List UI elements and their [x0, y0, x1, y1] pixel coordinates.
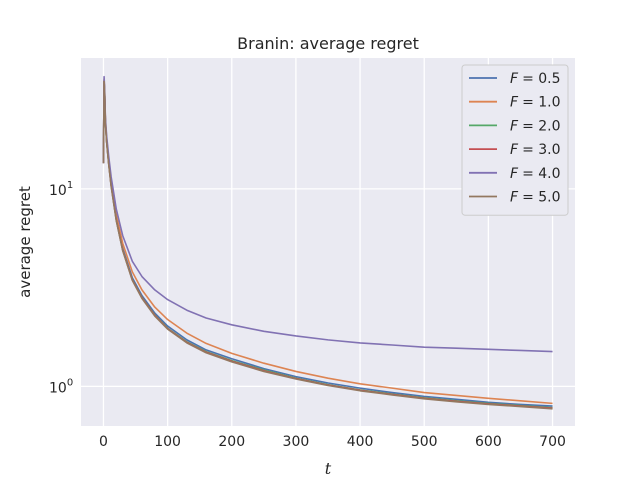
x-tick-label: 200	[218, 434, 245, 450]
y-tick-exponent: 0	[67, 377, 73, 388]
legend-label: F = 2.0	[510, 118, 561, 134]
legend-value: = 5.0	[522, 190, 560, 206]
legend-label: F = 3.0	[510, 142, 561, 158]
y-tick-base: 10	[49, 380, 67, 396]
x-tick-label: 600	[475, 434, 502, 450]
series-lines	[102, 75, 553, 410]
legend-variable: F	[510, 71, 519, 87]
x-tick-labels: 0 100 200 300 400 500 600 700	[99, 434, 566, 450]
legend-label: F = 4.0	[510, 166, 561, 182]
y-tick-exponent: 1	[67, 180, 73, 191]
legend-variable: F	[510, 142, 519, 158]
legend-value: = 4.0	[522, 166, 560, 182]
legend-value: = 1.0	[522, 95, 560, 111]
legend-variable: F	[510, 166, 519, 182]
legend-value: = 2.0	[522, 118, 560, 134]
y-tick-label: 101	[49, 180, 73, 199]
legend-value: = 0.5	[522, 71, 560, 87]
y-tick-base: 10	[49, 183, 67, 199]
y-axis-label: average regret	[16, 186, 34, 298]
x-tick-label: 300	[283, 434, 310, 450]
x-tick-label: 700	[539, 434, 566, 450]
series-line-5	[102, 80, 553, 410]
legend-variable: F	[510, 95, 519, 111]
legend: F = 0.5F = 1.0F = 2.0F = 3.0F = 4.0F = 5.0	[461, 64, 569, 216]
legend-label: F = 1.0	[510, 95, 561, 111]
x-tick-label: 100	[154, 434, 181, 450]
x-tick-label: 0	[99, 434, 108, 450]
x-tick-label: 500	[411, 434, 438, 450]
chart-title: Branin: average regret	[237, 34, 419, 53]
y-tick-label: 100	[49, 377, 73, 396]
legend-label: F = 0.5	[510, 71, 561, 87]
legend-label: F = 5.0	[510, 190, 561, 206]
x-tick-label: 400	[347, 434, 374, 450]
legend-variable: F	[510, 190, 519, 206]
x-axis-label: t	[325, 459, 332, 478]
legend-value: = 3.0	[522, 142, 560, 158]
legend-variable: F	[510, 118, 519, 134]
